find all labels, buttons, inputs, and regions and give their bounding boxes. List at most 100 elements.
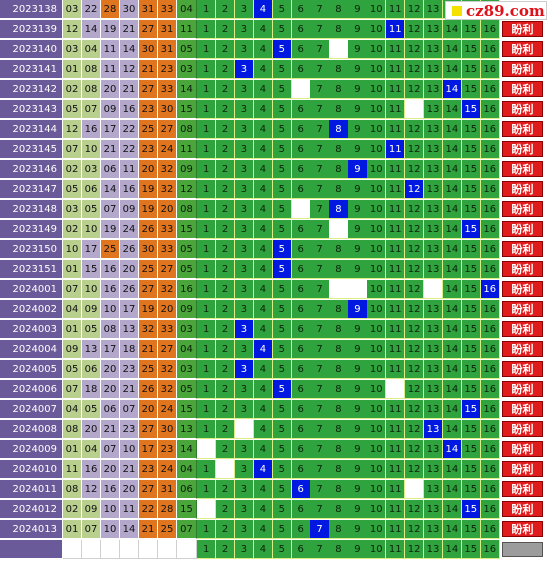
result-badge[interactable]: 盼利 (502, 21, 543, 37)
result-badge[interactable]: 盼利 (502, 241, 543, 257)
blue-ball-cell: 05 (177, 240, 197, 259)
blue-ball-cell: 11 (177, 20, 197, 39)
result-badge[interactable]: 盼利 (502, 101, 543, 117)
result-cell: 盼利 (500, 240, 549, 259)
blue-position-cell: 6 (291, 540, 311, 559)
red-ball-cell: 09 (63, 340, 82, 359)
blue-ball-cell (177, 540, 197, 559)
blue-ball-cell: 05 (177, 40, 197, 59)
blue-position-cell: 12 (404, 480, 425, 499)
blue-position-cell: 9 (348, 40, 368, 59)
result-badge[interactable]: 盼利 (502, 81, 543, 97)
blue-position-cell: 7 (310, 320, 330, 339)
result-badge[interactable]: 盼利 (502, 121, 543, 137)
blue-position-cell: 7 (310, 200, 330, 219)
result-badge[interactable]: 盼利 (502, 481, 543, 497)
blue-position-cell: 4 (253, 500, 274, 519)
result-badge[interactable]: 盼利 (502, 381, 543, 397)
red-ball-cell: 21 (120, 20, 139, 39)
result-badge[interactable]: 盼利 (502, 301, 543, 317)
table-row: 2023147 05 06 14 16 19 32 12 1 2 3 4 5 6 7 8 9 10 11 12 13 14… (0, 180, 549, 199)
blue-position-cell: 12 (404, 460, 425, 479)
result-badge[interactable]: 盼利 (502, 161, 543, 177)
blue-position-cell: 14 (442, 40, 463, 59)
blue-position-cell: 13 (423, 0, 444, 19)
issue-number: 2024008 (0, 420, 63, 439)
red-ball-cell (82, 540, 101, 559)
blue-position-cell: 6 (291, 40, 311, 59)
blue-position-cell: 8 (329, 0, 349, 19)
blue-position-cell: 16 (480, 300, 500, 319)
blue-position-cell: 15 (461, 540, 481, 559)
blue-position-cell: 1 (197, 160, 217, 179)
blue-position-cell: 8 (329, 220, 349, 239)
red-ball-cell: 30 (120, 0, 139, 19)
blue-position-cell: 6 (291, 220, 311, 239)
blue-position-cell: 15 (461, 280, 481, 299)
blue-position-cell: 6 (291, 420, 311, 439)
result-badge[interactable]: 盼利 (502, 501, 543, 517)
result-badge[interactable]: 盼利 (502, 41, 543, 57)
blue-position-cell: 11 (386, 100, 406, 119)
blue-position-cell: 3 (234, 220, 255, 239)
blue-position-cell: 1 (197, 220, 217, 239)
result-badge[interactable]: 盼利 (502, 141, 543, 157)
result-badge[interactable]: 盼利 (502, 401, 543, 417)
result-badge[interactable]: 盼利 (502, 261, 543, 277)
blue-position-cell: 12 (404, 140, 425, 159)
blue-position-cell: 12 (404, 0, 425, 19)
red-ball-cell: 05 (82, 320, 101, 339)
result-badge[interactable]: 盼利 (502, 521, 543, 537)
blue-position-cell: 11 (386, 180, 406, 199)
red-ball-cell: 16 (101, 480, 120, 499)
result-badge[interactable]: 盼利 (502, 61, 543, 77)
blue-position-cell: 2 (215, 220, 236, 239)
blue-position-cell: 6 (291, 480, 311, 499)
blue-position-cell: 8 (329, 120, 349, 139)
table-row: 2024009 01 04 07 10 17 23 14 1 2 3 4 5 6 7 8 9 10 11 12 13 14… (0, 440, 549, 459)
blue-position-cell: 9 (348, 540, 368, 559)
red-ball-cell: 11 (101, 60, 120, 79)
result-badge[interactable]: 盼利 (502, 281, 543, 297)
blue-ball-cell: 04 (177, 340, 197, 359)
result-badge[interactable]: 盼利 (502, 421, 543, 437)
table-row: 2024011 08 12 16 20 27 31 06 1 2 3 4 5 6 7 8 9 10 11 12 13 14… (0, 480, 549, 499)
blue-position-cell: 3 (234, 140, 255, 159)
result-cell: 盼利 (500, 80, 549, 99)
blue-position-cell: 5 (272, 460, 292, 479)
blue-position-cell: 2 (215, 140, 236, 159)
red-ball-cell: 26 (120, 280, 139, 299)
result-badge[interactable]: 盼利 (502, 341, 543, 357)
blue-position-cell: 12 (404, 380, 425, 399)
result-badge[interactable]: 盼利 (502, 201, 543, 217)
blue-position-cell: 1 (197, 460, 217, 479)
blue-position-cell: 8 (329, 300, 349, 319)
blue-position-cell: 8 (329, 500, 349, 519)
blue-position-cell: 3 (234, 360, 255, 379)
blue-position-cell: 16 (480, 200, 500, 219)
result-badge[interactable]: 盼利 (502, 181, 543, 197)
result-badge[interactable]: 盼利 (502, 321, 543, 337)
blue-position-cell: 8 (329, 200, 349, 219)
result-badge[interactable]: 盼利 (502, 361, 543, 377)
result-cell: 盼利 (500, 60, 549, 79)
blue-position-cell: 3 (234, 380, 255, 399)
red-ball-cell: 18 (82, 380, 101, 399)
blue-position-cell: 14 (442, 460, 463, 479)
red-ball-cell: 22 (120, 120, 139, 139)
blue-position-cell: 12 (404, 120, 425, 139)
result-cell: 盼利 (500, 120, 549, 139)
result-badge[interactable]: 盼利 (502, 461, 543, 477)
blue-position-cell: 5 (272, 0, 292, 19)
blue-position-cell: 15 (461, 340, 481, 359)
blue-position-cell: 15 (461, 440, 481, 459)
blue-position-cell: 6 (291, 400, 311, 419)
blue-position-cell: 5 (272, 320, 292, 339)
blue-position-cell: 13 (423, 260, 444, 279)
result-badge[interactable]: 盼利 (502, 221, 543, 237)
table-row: 2024007 04 05 06 07 20 24 15 1 2 3 4 5 6 7 8 9 10 11 12 13 14… (0, 400, 549, 419)
red-ball-cell: 04 (63, 400, 82, 419)
result-badge[interactable]: 盼利 (502, 441, 543, 457)
blue-position-cell: 3 (234, 520, 255, 539)
blue-position-cell: 2 (215, 180, 236, 199)
